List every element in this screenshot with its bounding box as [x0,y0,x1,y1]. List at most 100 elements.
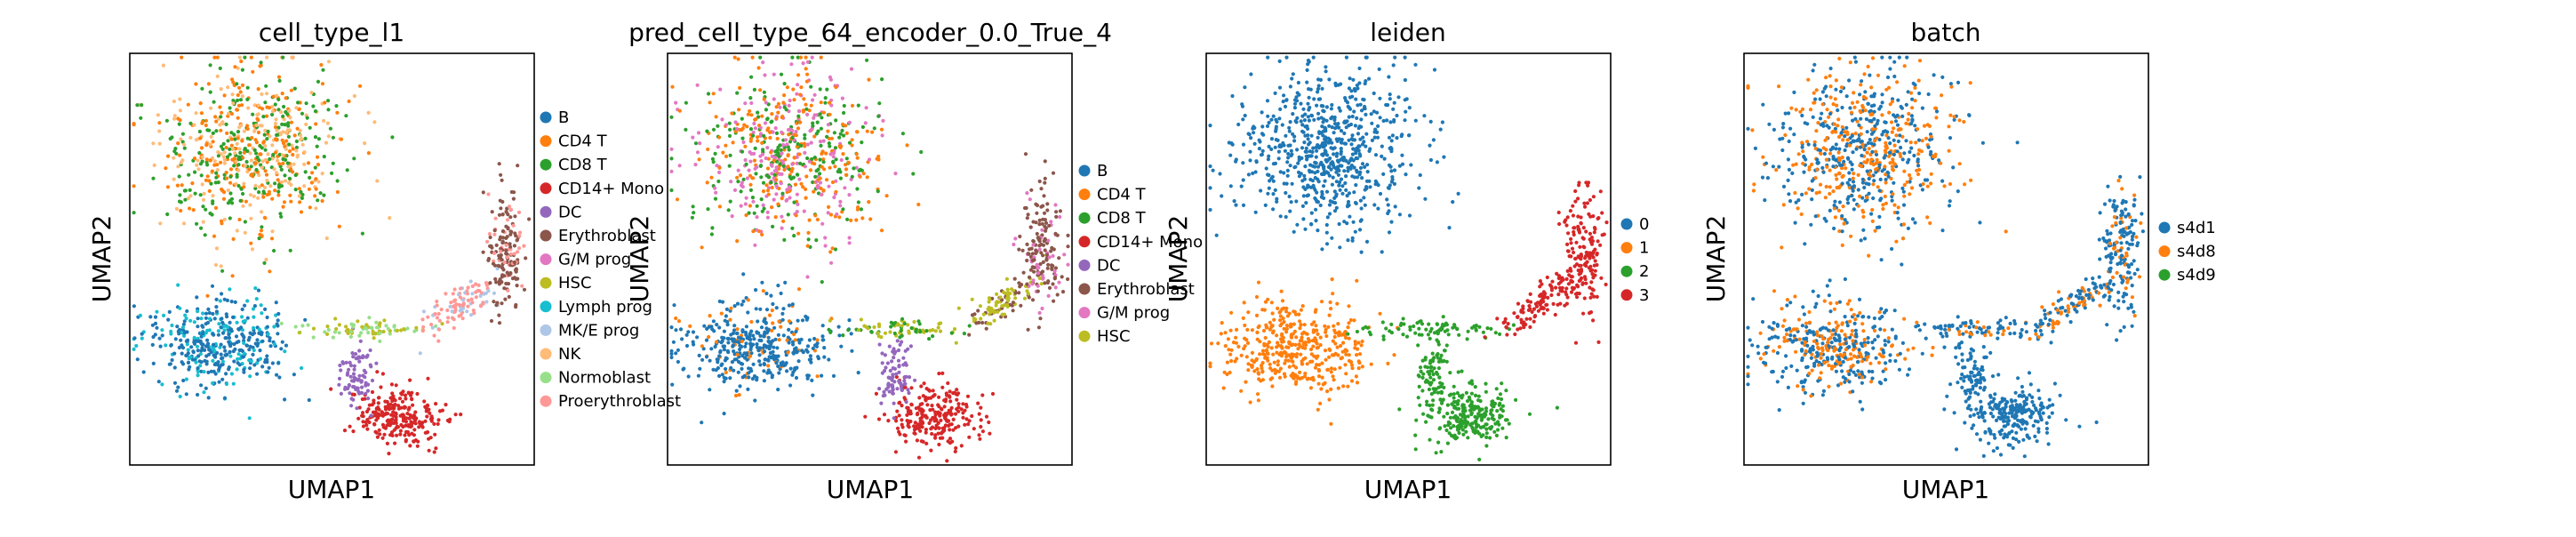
legend-marker [540,205,552,218]
scatter-point [809,103,813,108]
scatter-point [912,319,916,325]
scatter-point [735,239,740,244]
scatter-point [1316,146,1322,150]
scatter-point [813,174,818,179]
scatter-point [203,233,207,237]
scatter-point [241,191,245,196]
scatter-point [790,135,795,140]
scatter-point [252,129,257,133]
scatter-point [988,310,993,315]
scatter-point [325,332,330,336]
scatter-point [1456,398,1460,403]
scatter-point [756,349,761,353]
scatter-point [262,185,268,189]
scatter-point [1287,129,1292,133]
scatter-point [677,164,682,168]
scatter-point [218,345,222,349]
scatter-point [249,55,253,60]
scatter-point [1057,256,1061,260]
scatter-point [900,317,905,321]
scatter-point [357,359,362,364]
scatter-point [218,105,222,109]
scatter-point [229,111,234,116]
scatter-point [496,263,500,268]
legend-marker [540,372,552,384]
scatter-point [522,287,527,292]
scatter-point [1038,317,1043,321]
scatter-point [1040,221,1044,226]
scatter-point [191,350,196,355]
scatter-point [705,129,709,133]
scatter-point [372,401,376,405]
scatter-point [676,359,681,365]
scatter-point [361,424,366,429]
scatter-point [836,325,841,329]
scatter-point [277,162,282,166]
scatter-point [1266,351,1270,356]
scatter-point [847,236,852,240]
scatter-point [346,331,350,335]
scatter-point [1298,370,1302,374]
scatter-point [1356,366,1361,371]
scatter-point [735,175,740,180]
scatter-point [201,220,205,224]
scatter-point [748,341,753,346]
scatter-point [263,128,268,132]
scatter-point [285,112,290,116]
scatter-point [1283,361,1287,365]
scatter-point [1012,277,1017,281]
scatter-point [176,385,180,389]
scatter-point [1318,342,1323,348]
scatter-point [356,357,360,361]
scatter-point [976,401,980,405]
scatter-point [907,391,911,396]
scatter-point [992,318,996,323]
scatter-point [252,331,257,335]
scatter-point [924,441,929,445]
scatter-point [861,172,866,176]
scatter-point [1243,336,1247,341]
scatter-point [736,57,740,61]
scatter-point [1254,294,1260,300]
scatter-point [292,86,297,91]
scatter-point [1293,119,1298,124]
scatter-point [221,141,226,146]
scatter-point [803,144,807,148]
scatter-point [236,92,240,98]
scatter-point [220,320,225,325]
scatter-point [732,357,737,362]
scatter-point [771,321,775,325]
scatter-point [414,325,419,330]
scatter-point [745,353,749,357]
scatter-point [850,103,855,108]
scatter-point [1359,250,1364,254]
scatter-point [386,326,390,331]
scatter-point [895,323,900,327]
scatter-point [322,118,326,123]
scatter-point [220,359,225,364]
scatter-point [954,392,958,397]
scatter-point [924,329,929,333]
scatter-point [245,316,250,320]
scatter-point [1279,289,1284,293]
scatter-point [1497,422,1501,427]
scatter-point [1373,179,1378,183]
scatter-point [357,84,363,88]
scatter-point [794,130,798,134]
scatter-point [892,380,897,384]
scatter-point [409,421,413,426]
scatter-point [388,216,392,220]
scatter-point [804,55,808,60]
scatter-point [1058,209,1062,213]
scatter-point [713,196,718,201]
scatter-point [357,333,362,338]
scatter-point [854,152,859,156]
scatter-point [408,413,412,418]
scatter-point [408,378,412,382]
scatter-point [140,103,144,108]
scatter-point [979,405,983,410]
scatter-point [751,199,756,204]
scatter-point [1225,372,1229,377]
scatter-point [168,136,172,141]
scatter-point [820,116,824,120]
